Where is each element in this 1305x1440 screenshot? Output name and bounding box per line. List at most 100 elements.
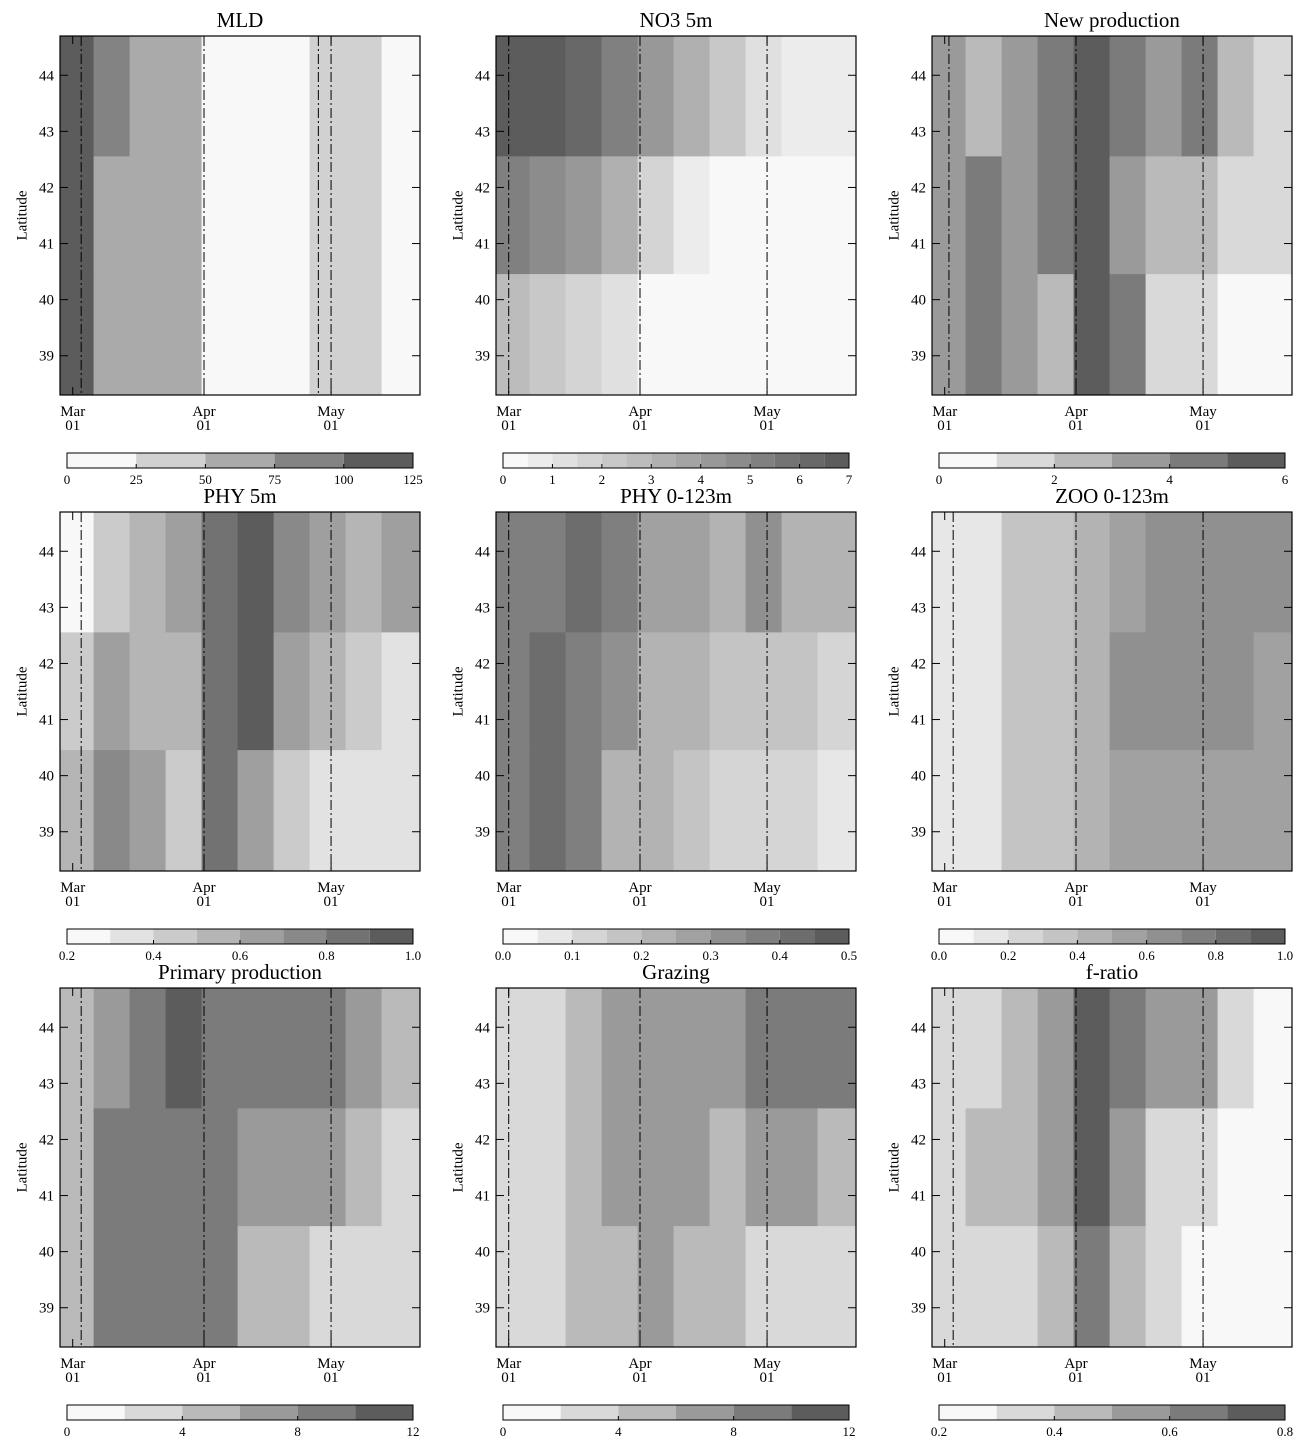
cell [1037, 1108, 1075, 1227]
colorbar-box [618, 1405, 676, 1420]
x-tick-sublabel: 01 [324, 894, 339, 910]
cell [817, 1108, 857, 1227]
cell [781, 632, 819, 751]
cell [59, 750, 95, 872]
cell [931, 632, 967, 751]
cell [1145, 987, 1183, 1109]
cell [1073, 274, 1111, 396]
y-tick-label: 39 [475, 349, 490, 365]
colorbar-box [560, 1405, 619, 1420]
cell [817, 156, 857, 275]
cell [709, 987, 747, 1109]
x-tick-sublabel: 01 [1069, 418, 1084, 434]
y-tick-label: 42 [911, 656, 926, 672]
colorbar-box [572, 929, 607, 944]
colorbar-box [824, 453, 849, 468]
panel-title: New production [1044, 8, 1180, 32]
panel-title: Primary production [158, 960, 322, 984]
cell [165, 750, 203, 872]
colorbar-frame [938, 928, 1286, 945]
cell [1217, 1226, 1255, 1348]
cell [965, 1108, 1003, 1227]
colorbar-box [240, 929, 284, 944]
cell [1217, 274, 1255, 396]
cell [745, 156, 783, 275]
cell [1253, 750, 1293, 872]
cell [273, 156, 311, 275]
colorbar-box [369, 929, 413, 944]
cell [931, 987, 967, 1109]
cell [781, 1108, 819, 1227]
colorbar-box [1008, 929, 1043, 944]
cell [601, 1108, 639, 1227]
colorbar-box [67, 929, 111, 944]
cell [1145, 35, 1183, 157]
cell [59, 987, 95, 1109]
cell [637, 156, 675, 275]
cell [345, 632, 383, 751]
cell [59, 511, 95, 633]
cell [1001, 511, 1039, 633]
cell [1037, 156, 1075, 275]
colorbar-box [814, 929, 849, 944]
colorbar-box [326, 929, 370, 944]
x-tick-sublabel: 01 [760, 1370, 775, 1386]
cell [129, 1226, 167, 1348]
cell [565, 274, 603, 396]
cell [673, 35, 711, 157]
x-tick-sublabel: 01 [324, 1370, 339, 1386]
colorbar-box [283, 929, 327, 944]
cell [709, 750, 747, 872]
y-tick-label: 40 [911, 1245, 926, 1261]
y-tick-label: 42 [475, 1132, 490, 1148]
colorbar-box [939, 453, 997, 468]
cell [1037, 511, 1075, 633]
x-tick-label: Mar [60, 880, 85, 896]
cell [201, 511, 239, 633]
x-tick-label: May [317, 1356, 345, 1372]
colorbar-box [182, 1405, 240, 1420]
y-tick-label: 42 [475, 656, 490, 672]
cell [965, 750, 1003, 872]
x-tick-sublabel: 01 [937, 1370, 952, 1386]
colorbar-box [676, 1405, 734, 1420]
cell [637, 274, 675, 396]
cell [1109, 274, 1147, 396]
cell [601, 156, 639, 275]
cell [637, 987, 675, 1109]
colorbar-box [124, 1405, 183, 1420]
cell [345, 750, 383, 872]
x-tick-label: Apr [628, 1356, 651, 1372]
cell [529, 1226, 567, 1348]
x-tick-sublabel: 01 [197, 894, 212, 910]
cell [201, 750, 239, 872]
cell [1217, 632, 1255, 751]
colorbar-box [601, 453, 627, 468]
x-tick-label: Mar [932, 880, 957, 896]
x-tick-label: May [317, 880, 345, 896]
cell [495, 35, 531, 157]
cell [817, 35, 857, 157]
colorbar-tick-label: 5 [747, 472, 754, 487]
cell [1217, 750, 1255, 872]
panel: New productionLatitude394041424344Mar01A… [886, 8, 1293, 487]
cell [637, 1108, 675, 1227]
cell [709, 632, 747, 751]
y-axis-label: Latitude [14, 1142, 30, 1192]
x-tick-sublabel: 01 [760, 894, 775, 910]
plot-frame [931, 987, 1293, 1348]
y-tick-label: 41 [39, 713, 54, 729]
cell [565, 35, 603, 157]
colorbar-tick-label: 0.4 [1046, 1424, 1063, 1439]
x-tick-sublabel: 01 [197, 1370, 212, 1386]
cell [237, 511, 275, 633]
panel-title: PHY 5m [203, 484, 276, 508]
y-tick-label: 42 [911, 180, 926, 196]
colorbar-box [996, 1405, 1055, 1420]
cell [709, 274, 747, 396]
colorbar-tick-label: 12 [407, 1424, 420, 1439]
cell [673, 750, 711, 872]
cell [1145, 511, 1183, 633]
x-tick-sublabel: 01 [65, 1370, 80, 1386]
